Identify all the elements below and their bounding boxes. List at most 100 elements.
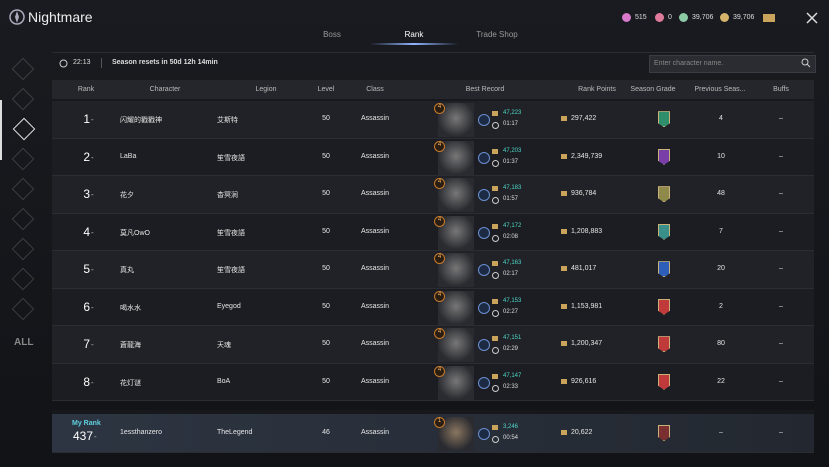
table-row[interactable] bbox=[52, 288, 814, 326]
class-icon bbox=[478, 428, 490, 440]
points-icon bbox=[561, 228, 567, 234]
legion-name: 杳冥涧 bbox=[217, 192, 238, 200]
record-score: 47,203 bbox=[503, 147, 522, 154]
category-icon[interactable] bbox=[11, 87, 35, 111]
record-score: 47,163 bbox=[503, 260, 522, 267]
tab[interactable]: Rank bbox=[404, 30, 424, 39]
class-icon bbox=[478, 376, 490, 389]
table-row[interactable] bbox=[52, 363, 814, 401]
record-time: 01:57 bbox=[503, 196, 519, 203]
season-grade bbox=[658, 186, 670, 203]
class: Assassin bbox=[360, 429, 389, 436]
portrait-badge-ring bbox=[434, 215, 445, 227]
table-row[interactable] bbox=[52, 138, 814, 176]
separator bbox=[52, 410, 814, 414]
category-icon[interactable] bbox=[11, 297, 35, 321]
clock-icon bbox=[492, 197, 499, 205]
season-grade bbox=[658, 111, 670, 128]
table-row[interactable] bbox=[52, 251, 814, 289]
trophy-icon bbox=[492, 148, 498, 154]
class: Assassin bbox=[360, 265, 389, 273]
points-icon bbox=[561, 191, 567, 197]
column-header: Legion bbox=[255, 86, 277, 93]
class: Assassin bbox=[360, 302, 389, 310]
category-icon[interactable] bbox=[12, 117, 36, 141]
search-placeholder: Enter character name. bbox=[654, 60, 724, 67]
class: Assassin bbox=[360, 227, 389, 235]
portrait-badge-ring bbox=[434, 178, 445, 190]
legion-name: 艾斯特 bbox=[217, 117, 238, 125]
legion-name: TheLegend bbox=[217, 429, 253, 436]
currency-value: 515 bbox=[635, 14, 647, 21]
portrait-badge: 4 bbox=[437, 141, 442, 148]
category-icon[interactable] bbox=[11, 267, 35, 291]
previous-season: 22 bbox=[717, 377, 725, 385]
clock-icon bbox=[492, 347, 499, 355]
category-icon[interactable] bbox=[11, 57, 35, 81]
column-header: Season Grade bbox=[630, 86, 676, 93]
previous-season: – bbox=[719, 429, 723, 436]
character-name: 花夕 bbox=[120, 192, 134, 200]
clock-icon bbox=[492, 234, 499, 242]
level: 50 bbox=[322, 265, 330, 273]
table-row[interactable] bbox=[52, 326, 814, 364]
record-score: 47,151 bbox=[503, 335, 522, 342]
all-filter[interactable]: ALL bbox=[14, 337, 34, 348]
trophy-icon bbox=[492, 425, 498, 430]
points-icon bbox=[561, 153, 567, 159]
trophy-icon bbox=[492, 186, 498, 192]
level: 50 bbox=[322, 302, 330, 310]
table-row[interactable] bbox=[52, 101, 814, 139]
character-name: 莫凡OwO bbox=[120, 229, 150, 237]
search-box[interactable] bbox=[649, 55, 816, 73]
table-row[interactable] bbox=[52, 213, 814, 251]
record-score: 47,183 bbox=[503, 185, 522, 192]
table-row[interactable] bbox=[52, 414, 814, 453]
clock-icon bbox=[492, 436, 499, 443]
rank-change: - bbox=[91, 190, 94, 200]
portrait-badge-ring bbox=[434, 140, 445, 152]
record-time: 01:37 bbox=[503, 158, 519, 165]
chest-icon[interactable] bbox=[762, 11, 776, 23]
close-button[interactable] bbox=[805, 11, 819, 25]
rank-number: 3 bbox=[83, 187, 90, 202]
category-icon[interactable] bbox=[11, 147, 35, 171]
rank-number: 7 bbox=[83, 337, 90, 352]
search-icon[interactable] bbox=[801, 58, 811, 68]
record-score: 47,153 bbox=[503, 297, 522, 304]
legion-name: 天魂 bbox=[217, 342, 231, 350]
tab[interactable]: Trade Shop bbox=[476, 30, 518, 39]
category-icon[interactable] bbox=[11, 207, 35, 231]
level: 50 bbox=[322, 227, 330, 235]
rank-change: - bbox=[91, 377, 94, 387]
points-icon bbox=[561, 266, 567, 272]
table-row[interactable] bbox=[52, 176, 814, 214]
rank-number: 2 bbox=[83, 149, 90, 164]
category-icon[interactable] bbox=[11, 177, 35, 201]
legion-name: 笙雪夜語 bbox=[217, 154, 245, 162]
category-icon[interactable] bbox=[11, 237, 35, 261]
class-icon bbox=[478, 114, 490, 127]
sidebar-line bbox=[0, 100, 2, 160]
rank-points: 20,622 bbox=[571, 429, 593, 436]
rank-change: - bbox=[94, 432, 97, 441]
logo-icon bbox=[9, 9, 25, 25]
buffs: – bbox=[779, 302, 783, 310]
trophy-icon bbox=[492, 261, 498, 267]
previous-season: 20 bbox=[717, 265, 725, 273]
level: 50 bbox=[322, 340, 330, 348]
previous-season: 48 bbox=[717, 190, 725, 198]
column-header: Buffs bbox=[773, 86, 789, 93]
rank-points: 297,422 bbox=[571, 115, 597, 123]
record-score: 47,172 bbox=[503, 222, 522, 229]
tab[interactable]: Boss bbox=[323, 30, 341, 39]
previous-season: 2 bbox=[719, 302, 723, 310]
previous-season: 4 bbox=[719, 115, 723, 123]
column-header: Previous Seas... bbox=[694, 86, 746, 93]
rank-points: 2,349,739 bbox=[571, 152, 603, 160]
legion-name: BoA bbox=[217, 377, 231, 385]
currency-value: 0 bbox=[668, 14, 672, 21]
points-icon bbox=[561, 341, 567, 347]
record-time: 02:27 bbox=[503, 308, 519, 315]
class-icon bbox=[478, 339, 490, 352]
